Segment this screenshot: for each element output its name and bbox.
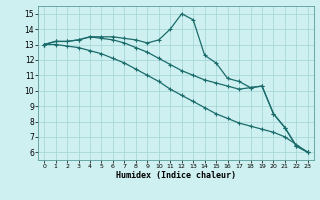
X-axis label: Humidex (Indice chaleur): Humidex (Indice chaleur) (116, 171, 236, 180)
